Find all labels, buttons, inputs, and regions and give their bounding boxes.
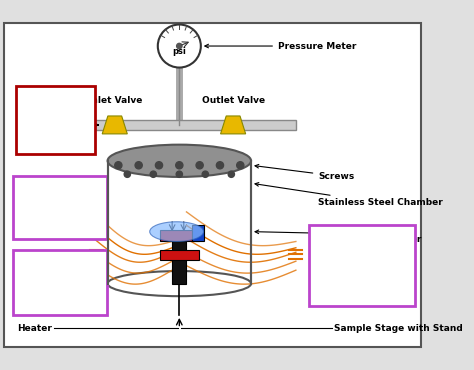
Text: Heater: Heater [17, 324, 52, 333]
Text: KEITHLEY
2600B-250-4 360W
Power Supply: KEITHLEY 2600B-250-4 360W Power Supply [15, 266, 104, 300]
Circle shape [228, 171, 235, 177]
Text: psi: psi [173, 47, 186, 56]
Circle shape [158, 24, 201, 68]
Text: CO₂
Cylinder
(100 %): CO₂ Cylinder (100 %) [31, 101, 80, 139]
Circle shape [216, 162, 224, 169]
Text: Sample
Temperature Sensor: Sample Temperature Sensor [255, 225, 422, 244]
Ellipse shape [108, 271, 251, 296]
Circle shape [124, 171, 130, 177]
Circle shape [176, 162, 183, 169]
Bar [16, 86, 95, 154]
Polygon shape [220, 116, 246, 134]
Text: Inlet Valve: Inlet Valve [88, 96, 142, 105]
Circle shape [176, 171, 182, 177]
Bar [12, 250, 107, 315]
Circle shape [237, 162, 244, 169]
Circle shape [155, 162, 163, 169]
Bar [81, 120, 296, 130]
Text: KEITHLEY
2601B
Sourcemeter: KEITHLEY 2601B Sourcemeter [27, 191, 92, 225]
Bar [310, 225, 415, 306]
Text: Pressure Meter: Pressure Meter [205, 41, 356, 51]
Circle shape [177, 43, 182, 49]
Bar [192, 225, 204, 242]
Bar [12, 176, 107, 239]
Ellipse shape [108, 145, 251, 177]
Circle shape [115, 162, 122, 169]
Bar [160, 249, 199, 260]
Bar [108, 161, 251, 284]
Text: KEITHLEY
2700
Multimeter: KEITHLEY 2700 Multimeter [334, 249, 391, 283]
Circle shape [135, 162, 142, 169]
Polygon shape [102, 116, 128, 134]
Text: Outlet Valve: Outlet Valve [201, 96, 264, 105]
Bar [172, 239, 186, 284]
Bar [160, 230, 199, 241]
Text: Screws: Screws [255, 164, 355, 181]
Ellipse shape [150, 222, 203, 242]
Text: Stainless Steel Chamber: Stainless Steel Chamber [255, 182, 443, 208]
Circle shape [202, 171, 209, 177]
Text: Sample Stage with Stand: Sample Stage with Stand [334, 324, 462, 333]
Circle shape [196, 162, 203, 169]
Circle shape [150, 171, 156, 177]
